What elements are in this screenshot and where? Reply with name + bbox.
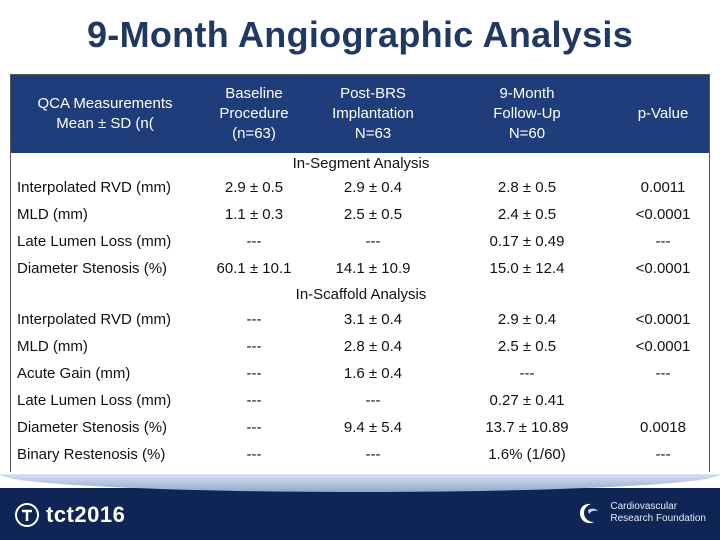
baseline-value: ---: [246, 233, 262, 250]
row-label: Acute Gain (mm): [17, 365, 131, 382]
row-label: Diameter Stenosis (%): [17, 260, 168, 277]
tct-logo-text: tct2016: [46, 502, 126, 527]
footer-bar: tct2016 Cardiovascular Research Foundati…: [0, 474, 720, 540]
followup-value: ---: [519, 365, 535, 382]
baseline-value: 2.9 ± 0.5: [224, 179, 284, 196]
in-segment-section: In-Segment Analysis Interpolated RVD (mm…: [11, 153, 709, 285]
followup-value: 15.0 ± 12.4: [489, 260, 565, 277]
row-label: Interpolated RVD (mm): [17, 311, 171, 328]
header-post-brs: Post-BRS Implantation N=63: [332, 85, 414, 142]
row-label: Late Lumen Loss (mm): [17, 392, 172, 409]
p-value: [617, 388, 709, 414]
followup-value: 0.17 ± 0.49: [489, 233, 565, 250]
crf-logo-icon: [580, 503, 599, 524]
post-brs-value: ---: [365, 446, 381, 463]
row-label: MLD (mm): [17, 338, 88, 355]
post-brs-value: 2.9 ± 0.4: [343, 179, 403, 196]
page-title: 9-Month Angiographic Analysis: [86, 14, 634, 55]
followup-value: 2.9 ± 0.4: [497, 311, 557, 328]
header-followup: 9-Month Follow-Up N=60: [493, 85, 561, 142]
p-value: <0.0001: [635, 206, 691, 223]
followup-value: 2.5 ± 0.5: [497, 338, 557, 355]
qca-table: QCA Measurements Mean ± SD (n( Baseline …: [10, 74, 710, 473]
table-header: QCA Measurements Mean ± SD (n( Baseline …: [11, 75, 709, 153]
p-value: 0.0011: [640, 179, 686, 196]
followup-value: 2.8 ± 0.5: [497, 179, 557, 196]
followup-value: 1.6% (1/60): [488, 446, 566, 463]
post-brs-value: 3.1 ± 0.4: [343, 311, 403, 328]
baseline-value: ---: [246, 392, 262, 409]
p-value: 0.0018: [640, 419, 686, 436]
header-baseline: Baseline Procedure (n=63): [219, 85, 289, 142]
crf-logo-text: Cardiovascular Research Foundation: [610, 501, 706, 524]
p-value: <0.0001: [635, 311, 691, 328]
p-value: ---: [655, 233, 671, 250]
row-label: Binary Restenosis (%): [17, 446, 166, 463]
header-p-value: p-Value: [637, 105, 689, 122]
followup-value: 13.7 ± 10.89: [485, 419, 569, 436]
post-brs-value: ---: [365, 233, 381, 250]
post-brs-value: 1.6 ± 0.4: [343, 365, 403, 382]
followup-value: 0.27 ± 0.41: [489, 392, 565, 409]
p-value: ---: [655, 365, 671, 382]
row-label: Late Lumen Loss (mm): [17, 233, 172, 250]
row-label: Diameter Stenosis (%): [17, 419, 168, 436]
baseline-value: 60.1 ± 10.1: [216, 260, 292, 277]
baseline-value: 1.1 ± 0.3: [224, 206, 284, 223]
section-title-in-scaffold: In-Scaffold Analysis: [295, 286, 427, 303]
baseline-value: ---: [246, 446, 262, 463]
baseline-value: ---: [246, 338, 262, 355]
followup-value: 2.4 ± 0.5: [497, 206, 557, 223]
baseline-value: ---: [246, 419, 262, 436]
row-label: MLD (mm): [17, 206, 88, 223]
row-label: Interpolated RVD (mm): [17, 179, 171, 196]
post-brs-value: 9.4 ± 5.4: [343, 419, 403, 436]
baseline-value: ---: [246, 311, 262, 328]
p-value: ---: [655, 446, 671, 463]
crf-logo: Cardiovascular Research Foundation: [576, 500, 706, 526]
p-value: <0.0001: [635, 260, 691, 277]
tct-logo: tct2016: [14, 500, 125, 530]
section-title-in-segment: In-Segment Analysis: [292, 155, 430, 172]
post-brs-value: 2.5 ± 0.5: [343, 206, 403, 223]
post-brs-value: 14.1 ± 10.9: [335, 260, 411, 277]
p-value: <0.0001: [635, 338, 691, 355]
post-brs-value: 2.8 ± 0.4: [343, 338, 403, 355]
baseline-value: ---: [246, 365, 262, 382]
in-scaffold-section: In-Scaffold Analysis Interpolated RVD (m…: [11, 285, 709, 473]
header-qca-measurements: QCA Measurements Mean ± SD (n(: [37, 95, 173, 132]
post-brs-value: ---: [365, 392, 381, 409]
tct-logo-icon: [15, 503, 39, 527]
